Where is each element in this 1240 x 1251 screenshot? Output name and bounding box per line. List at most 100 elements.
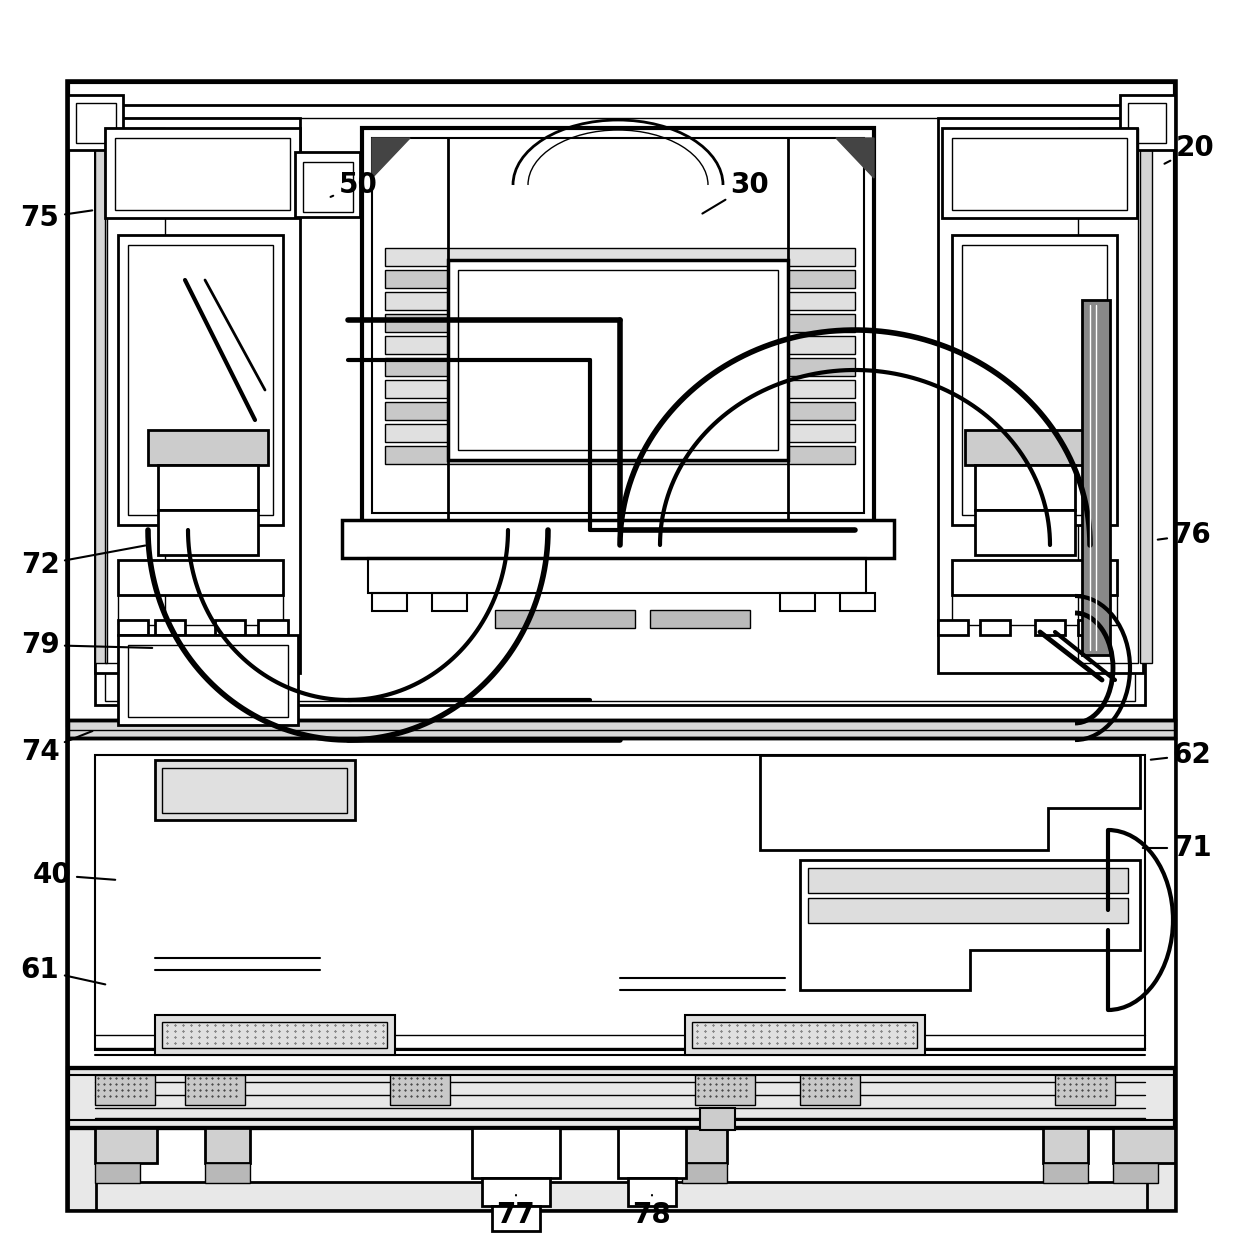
Bar	[1043, 1163, 1087, 1183]
Bar	[68, 83, 1176, 726]
Bar	[692, 1022, 918, 1048]
Bar	[937, 620, 968, 636]
Bar	[384, 314, 856, 332]
Bar	[1120, 95, 1176, 150]
Bar	[68, 721, 1176, 738]
Bar	[384, 358, 856, 377]
Bar	[155, 620, 185, 636]
Bar	[1114, 1128, 1176, 1163]
Bar	[965, 430, 1085, 465]
Text: 40: 40	[32, 861, 115, 889]
Bar	[1035, 620, 1065, 636]
Bar	[1083, 300, 1110, 656]
Bar	[432, 593, 467, 610]
Bar	[682, 1163, 727, 1183]
Bar	[498, 1128, 543, 1163]
Text: 50: 50	[331, 171, 377, 199]
Bar	[155, 761, 355, 819]
Bar	[115, 138, 290, 210]
Bar	[808, 868, 1128, 893]
Bar	[205, 1163, 250, 1183]
Bar	[68, 83, 1176, 113]
Bar	[492, 1206, 539, 1231]
Bar	[384, 447, 856, 464]
Bar	[95, 1163, 140, 1183]
Text: 62: 62	[1151, 741, 1211, 769]
Bar	[952, 595, 1117, 626]
Bar	[650, 610, 750, 628]
Bar	[975, 465, 1075, 510]
Bar	[384, 337, 856, 354]
Bar	[391, 1075, 450, 1105]
Bar	[962, 245, 1107, 515]
Bar	[952, 138, 1127, 210]
Bar	[157, 465, 258, 510]
Bar	[1043, 1128, 1087, 1163]
Text: 78: 78	[632, 1195, 671, 1228]
Polygon shape	[836, 138, 874, 178]
Bar	[1114, 1163, 1158, 1183]
Text: 74: 74	[21, 731, 93, 766]
Text: 76: 76	[1158, 520, 1211, 549]
Bar	[458, 270, 777, 450]
Text: 75: 75	[21, 204, 92, 231]
Bar	[68, 83, 1176, 1210]
Bar	[95, 1128, 157, 1163]
Bar	[1055, 1075, 1115, 1105]
Bar	[1128, 103, 1166, 143]
Bar	[682, 1128, 727, 1163]
Bar	[448, 260, 787, 460]
Bar	[694, 1075, 755, 1105]
Bar	[157, 510, 258, 555]
Text: 61: 61	[21, 956, 105, 985]
Bar	[303, 161, 353, 211]
Bar	[384, 402, 856, 420]
Text: 72: 72	[21, 545, 145, 579]
Bar	[68, 95, 123, 150]
Bar	[472, 1128, 560, 1178]
Bar	[839, 593, 875, 610]
Bar	[205, 1128, 250, 1163]
Bar	[68, 1182, 1176, 1210]
Bar	[162, 768, 347, 813]
Bar	[162, 1022, 387, 1048]
Bar	[495, 610, 635, 628]
Bar	[975, 510, 1075, 555]
Polygon shape	[800, 859, 1140, 990]
Bar	[68, 83, 95, 1210]
Polygon shape	[760, 756, 1140, 849]
Polygon shape	[372, 138, 410, 178]
Bar	[808, 898, 1128, 923]
Bar	[1078, 620, 1109, 636]
Bar	[384, 380, 856, 398]
Bar	[118, 636, 298, 726]
Bar	[68, 738, 1176, 1068]
Text: 79: 79	[21, 631, 153, 659]
Bar	[937, 118, 1143, 673]
Bar	[258, 620, 288, 636]
Bar	[384, 248, 856, 266]
Bar	[372, 138, 864, 513]
Bar	[952, 235, 1117, 525]
Bar	[952, 560, 1117, 595]
Bar	[95, 105, 1145, 706]
Bar	[618, 1128, 686, 1178]
Bar	[118, 235, 283, 525]
Bar	[185, 1075, 246, 1105]
Bar	[128, 646, 288, 717]
Bar	[105, 128, 165, 663]
Bar	[368, 558, 866, 593]
Bar	[627, 1178, 676, 1206]
Bar	[372, 593, 407, 610]
Bar	[95, 128, 107, 663]
Bar	[215, 620, 246, 636]
Bar	[362, 128, 874, 523]
Text: 77: 77	[497, 1195, 536, 1228]
Bar	[1078, 128, 1138, 663]
Bar	[701, 1108, 735, 1130]
Bar	[684, 1015, 925, 1055]
Bar	[800, 1075, 861, 1105]
Bar	[498, 1163, 543, 1183]
Bar	[128, 245, 273, 515]
Bar	[105, 118, 1135, 701]
